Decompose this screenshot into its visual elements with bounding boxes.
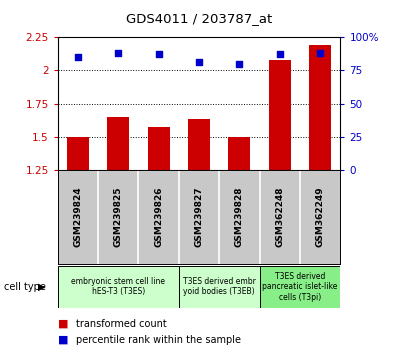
Bar [188,120,210,170]
Text: embryonic stem cell line
hES-T3 (T3ES): embryonic stem cell line hES-T3 (T3ES) [71,277,165,296]
Point [277,52,283,57]
Text: ▶: ▶ [38,282,45,292]
Text: percentile rank within the sample: percentile rank within the sample [76,335,241,345]
Bar [228,137,250,170]
Text: cell type: cell type [4,282,46,292]
Text: GSM362249: GSM362249 [316,187,325,247]
Text: GSM239828: GSM239828 [235,187,244,247]
Text: GSM362248: GSM362248 [275,187,284,247]
Text: GSM239827: GSM239827 [195,187,203,247]
Bar [179,266,259,308]
Text: GSM239825: GSM239825 [114,187,123,247]
Text: GSM239826: GSM239826 [154,187,163,247]
Bar [309,45,331,170]
Point [236,61,242,67]
Text: ■: ■ [58,335,68,345]
Text: GSM239824: GSM239824 [73,187,82,247]
Bar [259,266,340,308]
Bar [67,137,89,170]
Bar [107,117,129,170]
Bar [148,127,170,170]
Point [196,59,202,65]
Bar [269,60,291,170]
Point [317,50,323,56]
Point [115,50,121,56]
Text: GDS4011 / 203787_at: GDS4011 / 203787_at [126,12,272,25]
Text: T3ES derived
pancreatic islet-like
cells (T3pi): T3ES derived pancreatic islet-like cells… [262,272,338,302]
Text: T3ES derived embr
yoid bodies (T3EB): T3ES derived embr yoid bodies (T3EB) [183,277,256,296]
Point [156,52,162,57]
Text: transformed count: transformed count [76,319,166,329]
Bar [58,266,179,308]
Point [75,54,81,60]
Text: ■: ■ [58,319,68,329]
